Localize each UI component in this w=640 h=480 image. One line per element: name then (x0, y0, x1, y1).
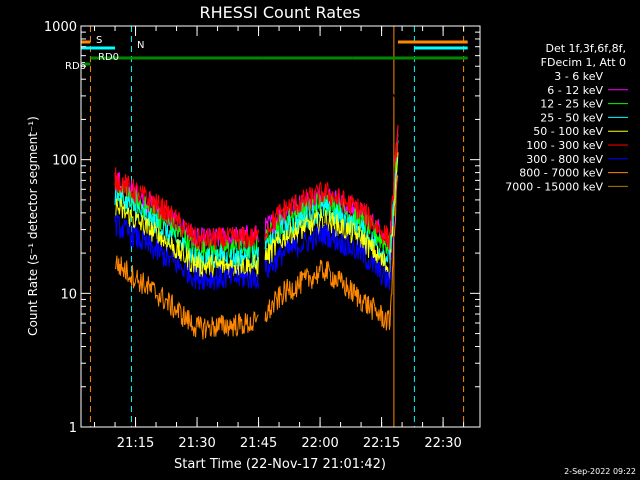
bar-label-n: N (137, 40, 144, 51)
x-axis-label: Start Time (22-Nov-17 21:01:42) (174, 457, 386, 472)
series-line (114, 140, 399, 271)
bar-label-rd0: RD0 (98, 52, 119, 63)
legend-entry-label: 6 - 12 keV (547, 84, 603, 97)
plot-area: S N RD0 RD6 (65, 26, 468, 427)
x-tick-label: 21:30 (178, 436, 215, 451)
series-line (114, 124, 399, 252)
series-line (114, 174, 399, 340)
x-tick-label: 21:45 (240, 436, 277, 451)
x-tick-label: 22:15 (363, 436, 400, 451)
legend-entry-label: 25 - 50 keV (540, 111, 603, 124)
bar-label-s: S (96, 35, 102, 46)
plot-frame (80, 25, 481, 428)
legend-entry-label: 12 - 25 keV (540, 98, 603, 111)
legend-entry-label: 300 - 800 keV (526, 153, 603, 166)
x-tick-label: 21:15 (117, 436, 154, 451)
x-tick-label: 22:30 (424, 436, 461, 451)
footer-date: 2-Sep-2022 09:22 (564, 467, 636, 476)
x-tick-label: 22:00 (301, 436, 338, 451)
legend-entry-label: 3 - 6 keV (554, 70, 603, 83)
y-tick-label: 1 (69, 421, 77, 436)
bar-label-rd6: RD6 (65, 61, 86, 72)
y-tick-label: 100 (52, 154, 77, 169)
y-tick-label: 1000 (44, 20, 77, 35)
legend-entry-label: 50 - 100 keV (533, 125, 603, 138)
series-line (114, 173, 399, 291)
legend-header: Det 1f,3f,6f,8f, (545, 42, 626, 55)
y-axis-label: Count Rate (s⁻¹ detector segment⁻¹) (26, 116, 40, 336)
legend-entry-label: 7000 - 15000 keV (505, 180, 603, 193)
series-line (114, 91, 399, 180)
y-tick-label: 10 (60, 287, 77, 302)
legend-header: FDecim 1, Att 0 (541, 56, 626, 69)
axes: 1 10 100 1000 21:15 21:30 21:45 22:00 22:15 22:30 (44, 20, 480, 451)
legend-entry-label: 100 - 300 keV (526, 139, 603, 152)
legend: Det 1f,3f,6f,8f,FDecim 1, Att 03 - 6 keV… (505, 42, 628, 193)
legend-entry-label: 800 - 7000 keV (519, 167, 603, 180)
chart-title: RHESSI Count Rates (200, 3, 361, 22)
